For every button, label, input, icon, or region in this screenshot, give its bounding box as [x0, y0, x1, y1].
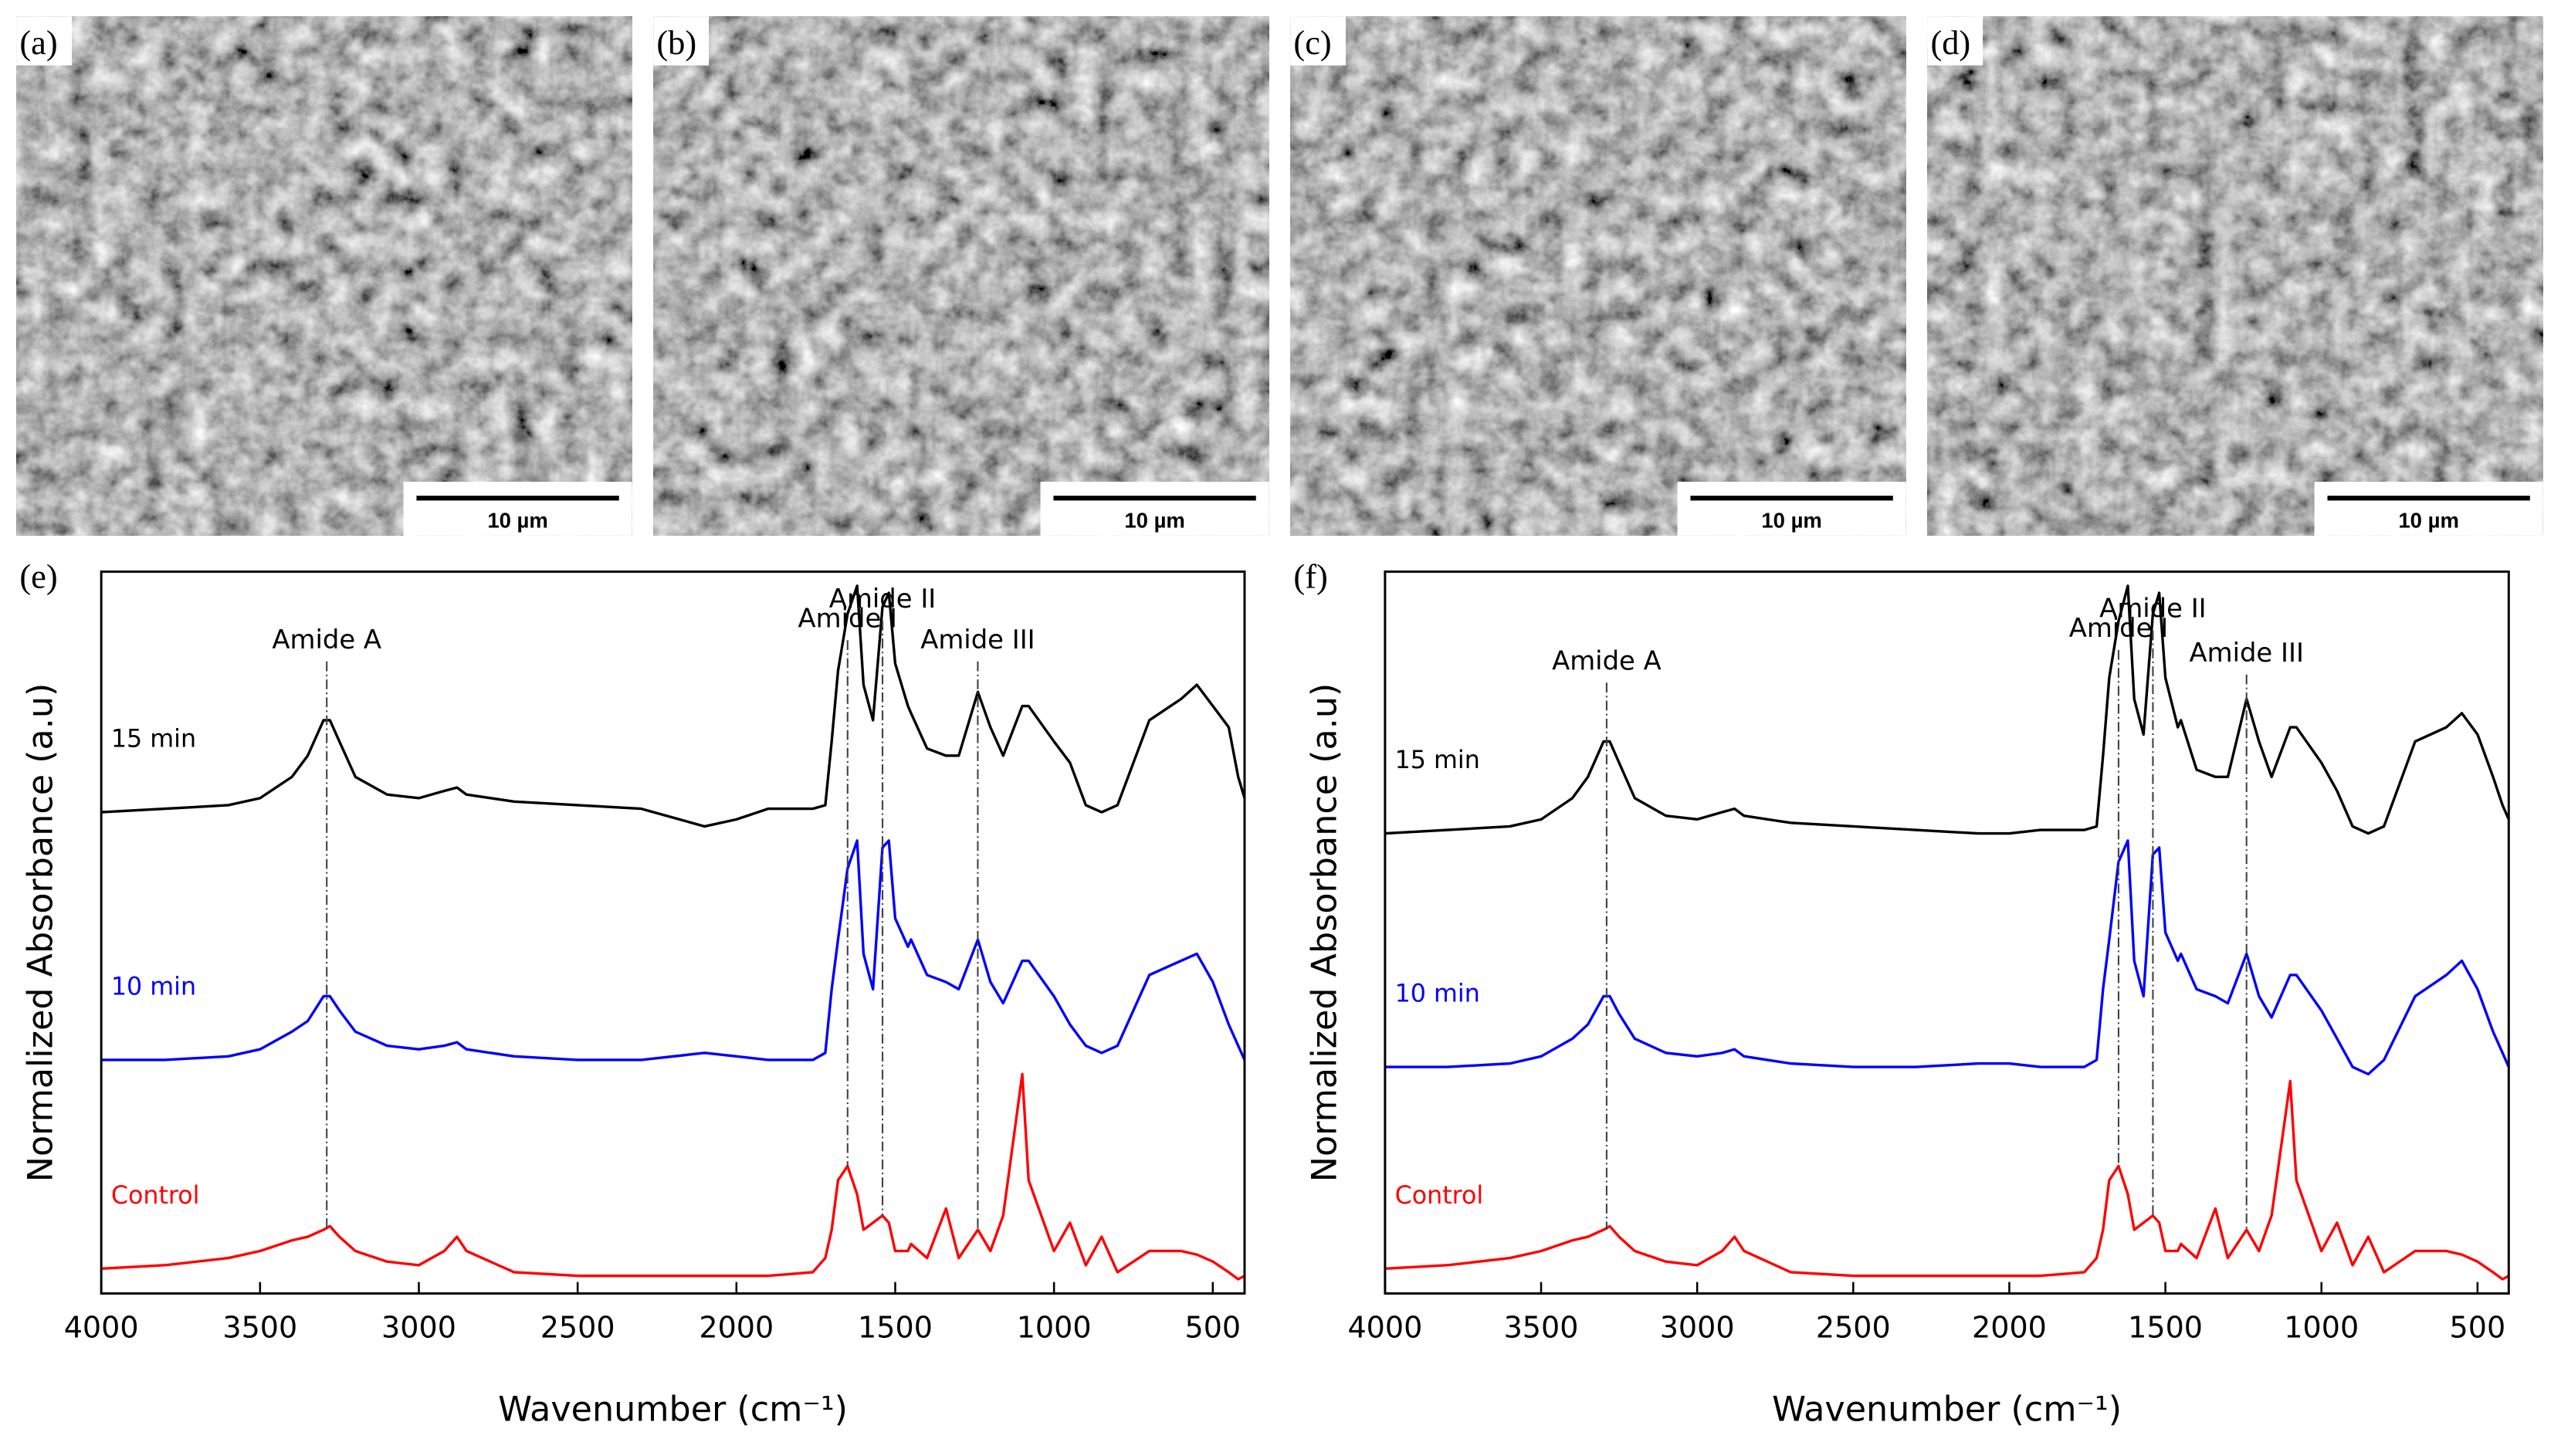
legend-label: 15 min [111, 726, 196, 753]
label-box [1290, 16, 1347, 66]
x-tick-label: 3000 [1660, 1311, 1735, 1345]
x-axis-label: Wavenumber (cm⁻¹) [1772, 1390, 2122, 1429]
y-axis-label: Normalized Absorbance (a.u) [22, 683, 61, 1183]
spectrum-line [1384, 839, 2510, 1076]
x-tick-label: 2500 [540, 1311, 615, 1345]
annotation-label: Amide A [272, 625, 381, 655]
x-tick-label: 2000 [1972, 1311, 2047, 1345]
x-tick-label: 4000 [1347, 1311, 1422, 1345]
legend-label: 15 min [1395, 747, 1480, 774]
legend-label: Control [1395, 1182, 1484, 1210]
legend-label: 10 min [111, 973, 196, 1001]
legend-label: Control [111, 1182, 200, 1210]
x-tick-label: 1000 [2284, 1311, 2359, 1345]
sem-image-panel: (b) 10 µm [653, 16, 1269, 536]
scale-bar-box [1040, 482, 1269, 536]
scale-bar-label: 10 µm [487, 508, 548, 532]
annotation-label: Amide II [2099, 594, 2206, 624]
x-tick-label: 3500 [1504, 1311, 1579, 1345]
annotation-label: Amide II [829, 584, 936, 614]
sem-image-panel: (d) 10 µm [1927, 16, 2543, 536]
panel-label: (a) [19, 23, 57, 62]
panel-label: (e) [19, 557, 57, 596]
label-box [16, 16, 73, 66]
annotation-label: Amide A [1552, 645, 1662, 676]
panel-label: (b) [656, 23, 696, 62]
x-tick-label: 2500 [1816, 1311, 1891, 1345]
spectrum-line [1384, 584, 2510, 835]
x-tick-label: 1500 [2128, 1311, 2203, 1345]
y-axis-label: Normalized Absorbance (a.u) [1305, 683, 1344, 1183]
x-tick-label: 2000 [699, 1311, 774, 1345]
sem-image [1927, 16, 2543, 536]
scale-bar-box [403, 482, 632, 536]
sem-image [1290, 16, 1906, 536]
scale-bar-label: 10 µm [2398, 508, 2459, 532]
scale-bar-label: 10 µm [1761, 508, 1822, 532]
plot-frame [100, 570, 1246, 1295]
x-tick-label: 500 [2450, 1311, 2506, 1345]
label-box [653, 16, 710, 66]
x-tick-label: 4000 [64, 1311, 139, 1345]
scale-bar-box [1677, 482, 1906, 536]
scale-bar-label: 10 µm [1124, 508, 1185, 532]
panel-label: (f) [1293, 557, 1327, 596]
x-tick-label: 500 [1184, 1311, 1241, 1345]
label-box [1927, 16, 1983, 66]
panel-label: (d) [1930, 23, 1970, 62]
spectrum-line [1384, 1079, 2510, 1281]
spectrum-line [101, 1072, 1245, 1281]
sem-image [16, 16, 632, 536]
x-tick-label: 3500 [222, 1311, 297, 1345]
panel-label: (c) [1293, 23, 1331, 62]
x-tick-label: 3000 [381, 1311, 456, 1345]
annotation-label: Amide I [2069, 613, 2169, 643]
annotation-label: Amide I [798, 603, 898, 633]
sem-image-panel: (a) 10 µm [16, 16, 632, 536]
x-tick-label: 1500 [858, 1311, 933, 1345]
sem-image [653, 16, 1269, 536]
plot-frame [1384, 570, 2510, 1295]
scale-bar-box [2314, 482, 2543, 536]
legend-label: 10 min [1395, 980, 1480, 1008]
spectrum-line [101, 584, 1246, 828]
spectrum-line [101, 839, 1246, 1062]
x-tick-label: 1000 [1017, 1311, 1092, 1345]
x-axis-label: Wavenumber (cm⁻¹) [498, 1390, 848, 1429]
annotation-label: Amide III [2189, 638, 2303, 668]
sem-image-panel: (c) 10 µm [1290, 16, 1906, 536]
annotation-label: Amide III [920, 625, 1035, 655]
